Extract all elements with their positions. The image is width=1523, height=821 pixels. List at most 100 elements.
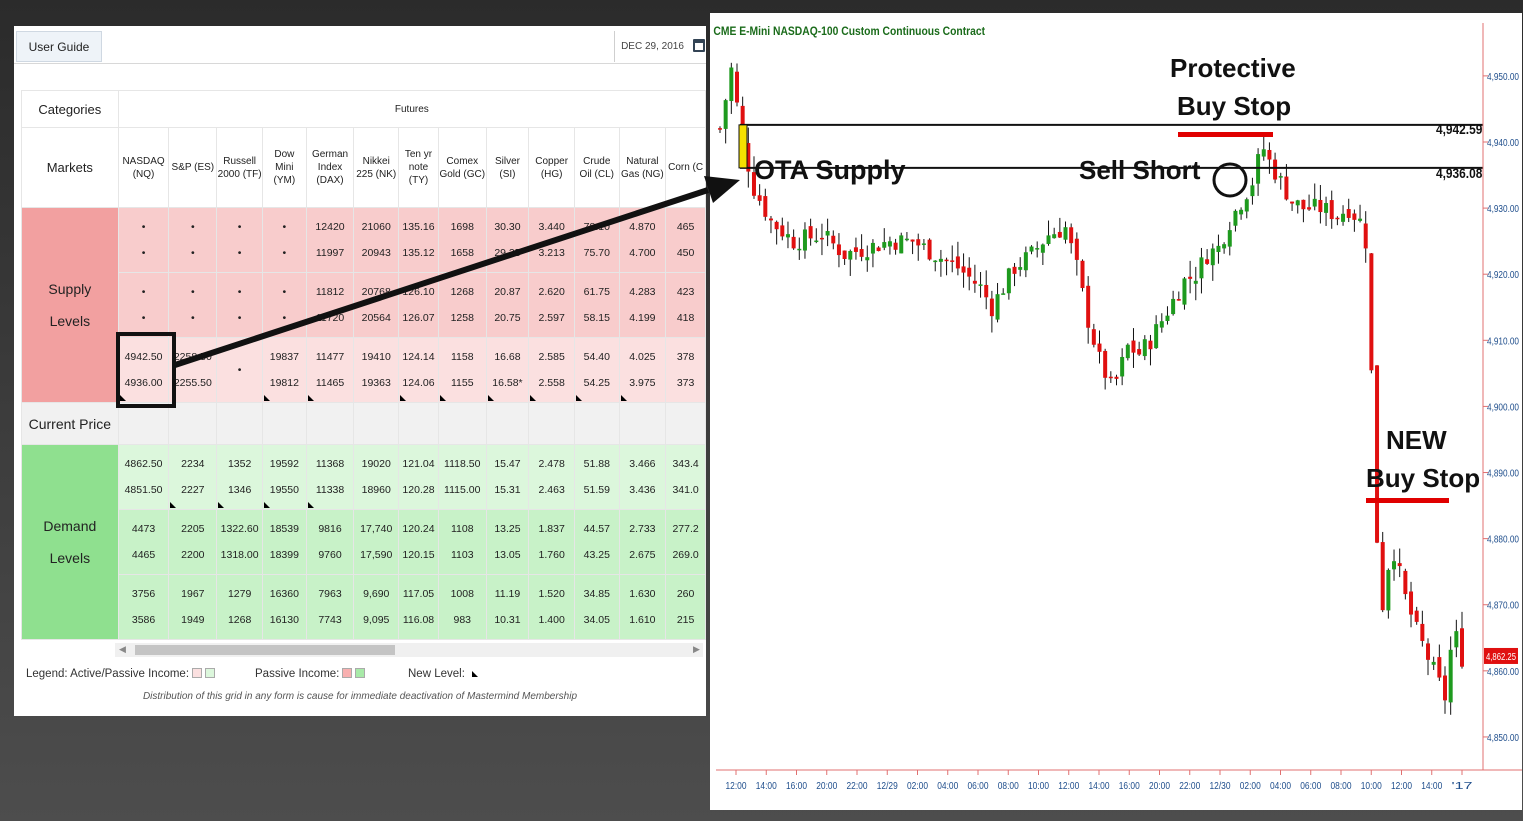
candle-body [910,239,915,242]
highlight-box [116,332,176,408]
level-value: 343.4 [672,458,699,470]
candle-body [1120,356,1125,377]
candle-body [882,242,887,248]
x-tick-label: 04:00 [1270,781,1291,792]
level-cell: 19020 18960 [353,444,400,510]
level-cell: 11368 11338 [305,444,355,510]
market-header: Ten yr note (TY) [398,127,439,208]
current-price-cell [353,402,400,445]
candle-body [825,231,830,236]
legend-new-level-label: New Level: [408,668,465,680]
candle-body [740,105,745,139]
candle-body [1125,344,1130,359]
level-value: 19020 [361,458,391,470]
market-header-line: Crude [583,155,611,167]
candle-body [1171,298,1176,315]
level-value: • [237,247,242,259]
x-tick-label: 12/30 [1210,781,1231,792]
candle-body [1097,343,1102,352]
candle-body [836,244,841,256]
candle-body [1001,293,1006,295]
level-value: 3.436 [629,484,656,496]
level-value: 1008 [450,588,474,600]
level-value: 54.25 [583,377,610,389]
level-cell: 11812 11720 [305,272,355,338]
x-tick-label: 12:00 [726,781,747,792]
level-value: 51.59 [583,484,610,496]
markets-header: Markets [21,127,119,208]
level-value: 135.12 [402,247,435,259]
level-value: 17,740 [360,523,393,535]
level-value: 2255.50 [173,377,212,389]
level-value: 341.0 [672,484,699,496]
candle-body [1369,253,1374,371]
level-value: 2.597 [538,312,565,324]
current-price-cell [216,402,264,445]
calendar-icon[interactable] [693,39,705,52]
candle-body [887,241,892,247]
level-value: 10.31 [494,614,521,626]
level-value: • [282,286,287,298]
y-tick-label: 4,860.00 [1487,667,1519,678]
level-value: 1279 [227,588,252,600]
level-value: 13.25 [494,523,521,535]
candle-body [1193,280,1198,284]
level-value: 2200 [181,549,205,561]
user-guide-tab[interactable]: User Guide [16,31,102,62]
level-value: 16.58* [492,377,523,389]
horizontal-scrollbar[interactable]: ◀ ▶ [115,643,703,657]
last-price-marker [1484,647,1518,664]
legend-passive-label: Passive Income: [255,668,340,680]
candle-body [921,243,926,245]
x-tick-label: 14:00 [756,781,777,792]
candle-body [1267,149,1272,160]
level-cell: 17,740 17,590 [353,509,400,575]
candle-body [729,67,734,102]
market-header: German Index (DAX) [305,127,355,208]
candle-body [1386,569,1391,611]
level-cell: 423 418 [665,272,706,338]
level-value: 21060 [361,221,391,233]
level-value: 30.30 [494,221,521,233]
candle-body [808,226,813,239]
level-value: 1318.00 [220,549,259,561]
market-header-line: Copper [535,155,569,167]
scroll-left-icon[interactable]: ◀ [119,644,126,654]
level-cell: 378 373 [665,337,706,403]
candle-body [797,248,802,251]
scroll-right-icon[interactable]: ▶ [693,644,700,654]
candle-body [1080,260,1085,289]
level-cell: 2.585 2.558 [528,337,575,403]
level-value: 34.05 [583,614,610,626]
candle-body [734,71,739,103]
level-cell: • [216,337,264,403]
level-value: • [237,364,242,376]
x-tick-label: 20:00 [816,781,837,792]
light-green-swatch-icon [205,668,216,678]
candle-body [1057,231,1062,238]
y-tick-label: 4,950.00 [1487,72,1519,83]
level-cell: 120.24 120.15 [398,509,439,575]
market-header-line: (SI) [499,168,516,180]
candle-body [1029,246,1034,252]
level-cell: 19837 19812 [262,337,307,403]
candle-body [1148,340,1153,350]
candle-body [1142,339,1147,357]
level-value: 7743 [318,614,342,626]
level-value: 2.620 [538,286,565,298]
x-tick-label: 20:00 [1149,781,1170,792]
x-tick-label: 12:00 [1058,781,1079,792]
candle-body [916,239,921,246]
level-cell: 1268 1258 [437,272,487,338]
level-value: 1.520 [538,588,565,600]
level-value: 378 [676,351,695,363]
current-price-cell [168,402,218,445]
level-cell: • • [168,272,218,338]
level-value: 1158 [450,351,474,363]
level-cell: 1322.60 1318.00 [216,509,264,575]
level-value: 1.760 [538,549,565,561]
level-value: 18539 [269,523,299,535]
supply-label-line: Supply [48,281,92,297]
new-buy-stop-annotation: Buy Stop [1366,463,1481,493]
scroll-thumb[interactable] [135,645,395,655]
